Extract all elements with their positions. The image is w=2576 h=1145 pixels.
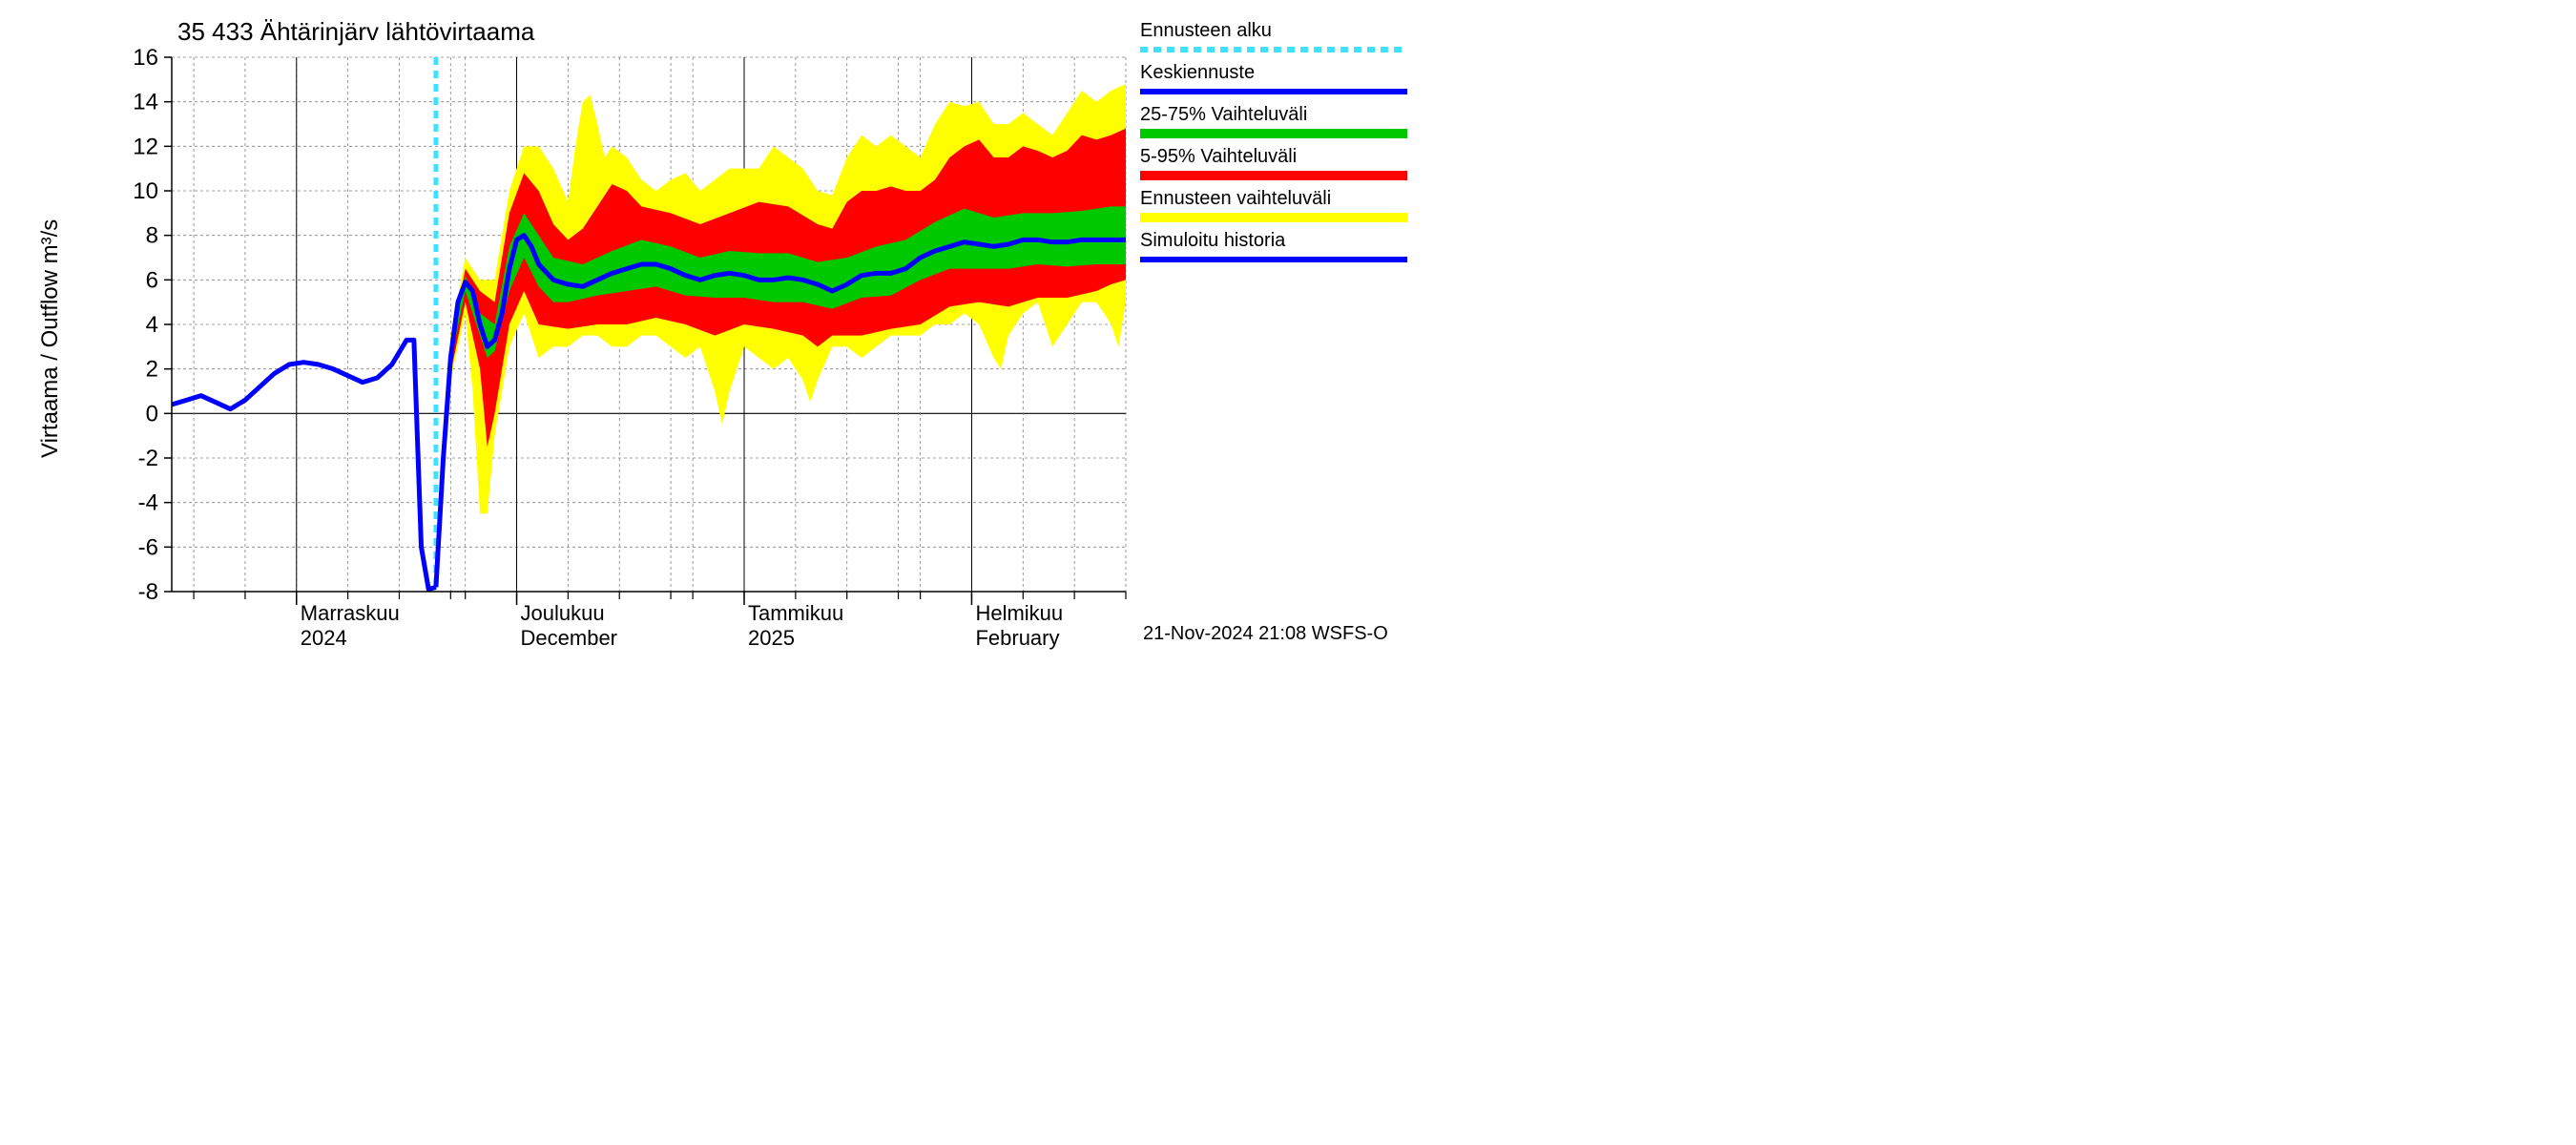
hydrograph-chart: -8 -6 -4 -2 0 2 4 6 8 10 12 14 16 Marraskuu2024 Jouluk…: [0, 0, 1450, 687]
legend-label: 25-75% Vaihteluväli: [1140, 104, 1307, 125]
chart-svg: -8 -6 -4 -2 0 2 4 6 8 10 12 14 16 Marraskuu2024 Jouluk…: [0, 0, 1450, 687]
y-tick-label: 10: [133, 178, 158, 204]
x-month-label-top: Marraskuu: [301, 601, 400, 625]
y-tick-label: -8: [138, 579, 158, 605]
legend-label: 5-95% Vaihteluväli: [1140, 146, 1297, 167]
x-month-label-bottom: 2024: [301, 626, 347, 650]
history-line: [172, 340, 436, 589]
y-tick-label: 2: [146, 357, 158, 383]
y-tick-label: 14: [133, 90, 158, 115]
y-tick-label: 6: [146, 267, 158, 293]
x-month-label-top: Tammikuu: [748, 601, 843, 625]
x-month-label-bottom: February: [975, 626, 1059, 650]
y-axis-label: Virtaama / Outflow m³/s: [37, 219, 63, 458]
y-tick-label: -6: [138, 534, 158, 560]
confidence-bands: [436, 84, 1126, 587]
y-tick-label: 16: [133, 45, 158, 71]
y-tick-label: 4: [146, 312, 158, 338]
legend-label: Ennusteen alku: [1140, 20, 1272, 41]
x-month-label-top: Helmikuu: [975, 601, 1063, 625]
y-tick-label: -4: [138, 490, 158, 516]
legend-label: Simuloitu historia: [1140, 230, 1286, 251]
chart-title: 35 433 Ähtärinjärv lähtövirtaama: [177, 17, 535, 46]
timestamp-footer: 21-Nov-2024 21:08 WSFS-O: [1143, 623, 1388, 644]
y-tick-label: 12: [133, 134, 158, 159]
y-tick-label: 0: [146, 401, 158, 427]
legend-label: Keskiennuste: [1140, 62, 1255, 83]
y-tick-label: 8: [146, 223, 158, 249]
x-month-label-bottom: December: [521, 626, 617, 650]
legend-label: Ennusteen vaihteluväli: [1140, 188, 1331, 209]
legend: Ennusteen alku Keskiennuste 25-75% Vaihtel…: [1140, 20, 1407, 260]
x-month-label-top: Joulukuu: [521, 601, 605, 625]
y-tick-label: -2: [138, 446, 158, 471]
x-month-label-bottom: 2025: [748, 626, 795, 650]
